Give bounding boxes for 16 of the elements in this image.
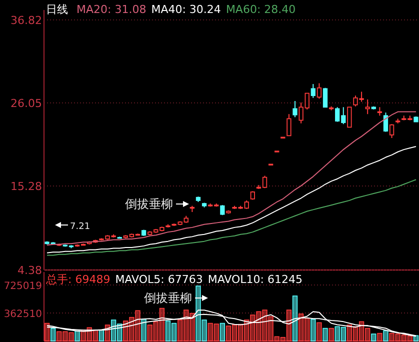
text: MA60: 28.40 [226, 3, 296, 16]
y-tick-label: 36.82 [10, 14, 42, 27]
annotation: 7.21 [70, 222, 90, 232]
text: MAVOL5: 67763 [115, 273, 203, 286]
text: MAVOL10: 61245 [208, 273, 302, 286]
y-tick-label: 362510 [4, 308, 42, 320]
y-tick-label: 725019 [4, 280, 42, 292]
y-tick-label: 15.28 [10, 180, 42, 193]
text: 总手: 69489 [45, 273, 110, 286]
text: MA40: 30.24 [151, 3, 221, 16]
chart-title: 日线 [46, 3, 68, 16]
y-tick-label: 4.38 [18, 264, 42, 277]
annotation: 倒拔垂柳 [144, 291, 192, 305]
annotation: 倒拔垂柳 [125, 197, 173, 211]
text: MA20: 31.08 [76, 3, 146, 16]
y-tick-label: 26.05 [10, 96, 42, 110]
